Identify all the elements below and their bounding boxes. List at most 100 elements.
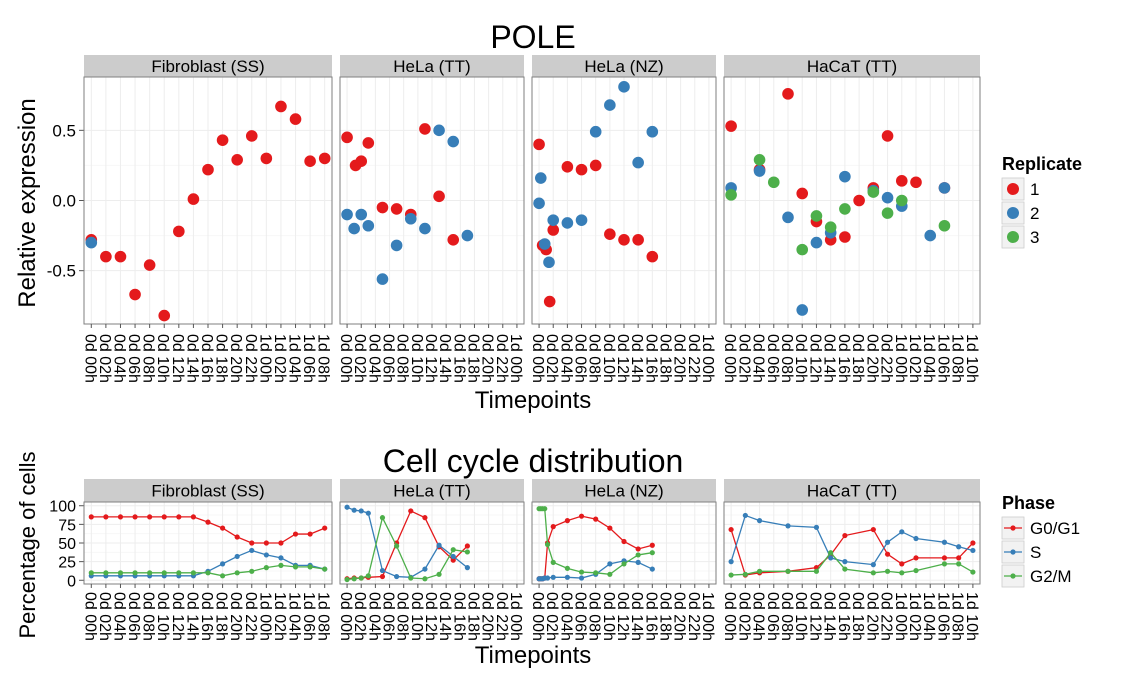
bottom-panel-hacat-tt-series-g2-m-point	[756, 568, 763, 574]
top-panel-hela-nz-replicate-2-point	[538, 238, 551, 250]
top-panel-hacat-tt-xtick-label: 1d 08h	[949, 334, 966, 383]
legend-top-key-3-label: 3	[1030, 228, 1039, 247]
bottom-ytick-label: 0	[67, 573, 76, 590]
top-panel-hela-tt-replicate-1-point	[376, 201, 389, 214]
bottom-panel-hela-nz-series-g2-m-point	[542, 506, 548, 512]
top-panel-hela-nz-xtick-label: 0d 06h	[572, 334, 589, 383]
bottom-panel-hacat-tt-series-s-point	[956, 544, 962, 550]
bottom-panel-fibroblast-ss-strip-label: Fibroblast (SS)	[151, 482, 264, 501]
bottom-panel-hela-tt-series-g0-g1-point	[464, 543, 470, 549]
bottom-panel-hela-tt-xtick-label: 0d 18h	[464, 592, 481, 641]
top-panel-fibroblast-ss-xtick-label: 0d 20h	[227, 334, 244, 383]
top-panel-fibroblast-ss-xtick-label: 0d 14h	[183, 334, 200, 383]
bottom-panel-hacat-tt-xtick-label: 0d 20h	[863, 592, 880, 641]
bottom-panel-fibroblast-ss-series-g0-g1-point	[190, 514, 197, 520]
bottom-panel-hacat-tt-xtick-label: 0d 06h	[764, 592, 781, 641]
bottom-panel-hacat-tt-series-g2-m-point	[941, 561, 948, 567]
bottom-panel-hela-tt-xtick-label: 0d 06h	[380, 592, 397, 641]
top-panel-hacat-tt-replicate-2-point	[753, 165, 766, 177]
bottom-panel-hacat-tt-series-s-point	[785, 523, 791, 529]
top-panel-hacat-tt-replicate-2-point	[796, 304, 809, 316]
bottom-panel-fibroblast-ss-series-g2-m-point	[292, 564, 299, 570]
replicate-legend: Replicate 1 2 3	[1001, 154, 1082, 249]
bottom-panel-hacat-tt-series-g2-m-point	[913, 567, 919, 574]
top-panel-hela-nz-replicate-1-point	[533, 138, 545, 151]
top-panel-hela-nz-xtick-label: 0d 14h	[628, 334, 645, 383]
top-panel-hela-nz-xtick-label: 0d 10h	[600, 334, 617, 383]
top-panel-hacat-tt-replicate-2-point	[938, 182, 951, 194]
bottom-panel-hacat-tt-series-s-point	[870, 562, 876, 568]
bottom-panel-hela-nz-xtick-label: 0d 20h	[671, 592, 688, 641]
bottom-panel-fibroblast-ss-xtick-label: 1d 04h	[286, 592, 303, 641]
top-panel-hela-tt-replicate-2-point	[362, 219, 375, 232]
bottom-chart-ylabel: Percentage of cells	[15, 451, 40, 638]
top-panel-hacat-tt-replicate-1-point	[839, 231, 851, 243]
bottom-ytick-label: 25	[58, 555, 76, 572]
bottom-panel-hela-tt-series-s-point	[450, 553, 456, 560]
top-ytick-label: 0.5	[52, 121, 76, 140]
bottom-panel-hela-nz-strip-label: HeLa (NZ)	[584, 482, 663, 501]
bottom-panel-fibroblast-ss-xtick-label: 0d 14h	[183, 592, 200, 641]
top-panel-hacat-tt-replicate-1-point	[881, 130, 894, 142]
bottom-panel-hela-tt-series-g2-m-point	[422, 576, 428, 582]
bottom-panel-fibroblast-ss-xtick-label: 0d 04h	[110, 592, 127, 641]
bottom-panel-hacat-tt-xtick-label: 0d 16h	[835, 592, 852, 641]
bottom-panel-fibroblast-ss-series-g0-g1-point	[219, 525, 226, 531]
bottom-panel-hela-nz-xtick-label: 1d 00h	[699, 592, 716, 641]
top-panel-fibroblast-ss-xtick-label: 0d 06h	[125, 334, 142, 383]
top-panel-fibroblast-ss-replicate-1-point	[216, 134, 229, 146]
top-panel-hela-nz-replicate-2-point	[543, 256, 555, 269]
top-panel-hacat-tt-replicate-3-point	[767, 176, 780, 189]
bottom-panel-hacat-tt-series-g0-g1-point	[728, 526, 734, 533]
top-panel-hacat-tt-replicate-3-point	[938, 219, 951, 232]
bottom-panel-hacat-tt-xtick-label: 1d 06h	[934, 592, 951, 641]
top-panel-hela-tt-replicate-2-point	[390, 239, 403, 252]
bottom-panel-hela-nz-xtick-label: 0d 14h	[628, 592, 645, 641]
bottom-panel-fibroblast-ss-series-g0-g1-point	[278, 540, 284, 546]
top-panel-fibroblast-ss-strip	[84, 55, 332, 77]
bottom-panel-hela-tt-series-g2-m-point	[351, 576, 357, 582]
bottom-panel-hacat-tt-series-s-point	[813, 524, 820, 530]
bottom-panel-fibroblast-ss-series-g2-m-point	[234, 570, 240, 576]
bottom-panel-hacat-tt-series-s-point	[913, 535, 919, 542]
top-panel-hela-nz-replicate-2-point	[534, 172, 547, 184]
top-panel-hacat-tt-replicate-1-point	[782, 88, 794, 100]
bottom-panel-hacat-tt-xtick-label: 1d 04h	[920, 592, 937, 641]
bottom-panel-fibroblast-ss-xtick-label: 0d 20h	[227, 592, 244, 641]
bottom-panel-hela-tt-series-g2-m-point	[436, 571, 442, 577]
top-panel-fibroblast-ss-replicate-1-point	[114, 250, 127, 263]
bottom-panel-fibroblast-ss-series-g0-g1-point	[292, 531, 299, 537]
top-panel-hela-nz-replicate-2-point	[589, 125, 602, 138]
bottom-panel-hela-nz-series-s-point	[578, 575, 585, 581]
bottom-panel-hela-nz-series-g0-g1-point	[607, 525, 613, 531]
top-panel-hela-tt-xtick-label: 0d 06h	[380, 334, 397, 383]
top-panel-hacat-tt-xtick-label: 0d 04h	[750, 334, 767, 383]
top-panel-hela-tt-xtick-label: 0d 08h	[394, 334, 411, 383]
bottom-panel-hela-nz-xtick-label: 0d 18h	[656, 592, 673, 641]
top-panel-hela-nz-replicate-1-point	[604, 228, 616, 240]
bottom-panel-hacat-tt-xtick-label: 0d 02h	[735, 592, 752, 641]
top-panel-fibroblast-ss-xtick-label: 1d 04h	[286, 334, 303, 383]
bottom-panel-hela-tt-series-g0-g1-point	[422, 515, 428, 521]
top-panel-hela-tt-xtick-label: 0d 02h	[351, 334, 368, 383]
top-panel-hacat-tt-xtick-label: 1d 10h	[963, 334, 980, 383]
top-panel-fibroblast-ss-xtick-label: 1d 08h	[315, 334, 332, 383]
bottom-panel-fibroblast-ss-xtick-label: 0d 08h	[140, 592, 157, 641]
bottom-panel-hela-nz-xtick-label: 0d 16h	[642, 592, 659, 641]
bottom-panel-fibroblast-ss-series-g2-m-point	[219, 573, 226, 579]
bottom-panel-hela-nz-xtick-label: 0d 04h	[557, 592, 574, 641]
bottom-panel-hacat-tt-series-s-point	[899, 529, 905, 535]
bottom-panel-hela-tt-series-s-point	[344, 504, 350, 510]
top-panel-hacat-tt-xtick-label: 0d 18h	[849, 334, 866, 383]
top-panel-hela-nz-strip	[532, 55, 716, 77]
bottom-panel-fibroblast-ss-xtick-label: 0d 10h	[154, 592, 171, 641]
bottom-chart-title: Cell cycle distribution	[383, 443, 684, 479]
top-panel-hacat-tt-replicate-2-point	[924, 229, 937, 242]
bottom-panel-hacat-tt-series-g0-g1-point	[956, 555, 962, 561]
legend-bottom-key-s-dot	[1010, 549, 1016, 555]
top-panel-hacat-tt-border	[723, 76, 981, 325]
bottom-panel-hela-nz-series-g0-g1-point	[564, 518, 570, 524]
